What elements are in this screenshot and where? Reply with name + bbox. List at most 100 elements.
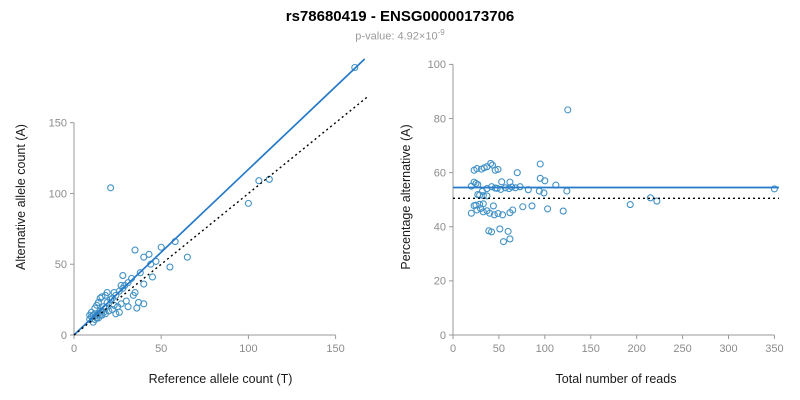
y-tick-label: 100 [428, 59, 446, 71]
y-tick-label: 100 [49, 188, 67, 200]
scatter-point [255, 176, 263, 184]
scatter-point [470, 166, 478, 174]
scatter-point [115, 308, 123, 316]
x-tick-label: 100 [239, 343, 257, 355]
scatter-point [499, 237, 508, 245]
scatter-point [157, 243, 165, 251]
scatter-point [497, 185, 505, 193]
scatter-point [129, 291, 137, 299]
scatter-point [486, 209, 494, 217]
scatter-point [134, 298, 143, 306]
x-tick-label: 0 [450, 343, 456, 355]
y-tick-label: 60 [434, 167, 446, 179]
scatter-point [496, 225, 504, 233]
y-tick-label: 0 [61, 329, 67, 341]
scatter-point [488, 228, 496, 236]
scatter-point [89, 311, 97, 319]
scatter-point [559, 207, 567, 215]
scatter-point [112, 309, 120, 317]
right-scatter-plot: 0 50 100 150 200 250 300 350 0 20 40 60 80 100 Total n… [399, 59, 784, 386]
scatter-point [133, 304, 141, 312]
scatter-point [483, 192, 491, 200]
scatter-point [479, 207, 487, 216]
x-tick-label: 350 [765, 343, 783, 355]
y-axis-title: Percentage alternative (A) [399, 124, 413, 269]
x-tick-label: 300 [719, 343, 737, 355]
scatter-point [472, 179, 480, 187]
scatter-point [124, 302, 132, 310]
scatter-point [544, 205, 552, 213]
x-tick-label: 100 [536, 343, 554, 355]
scatter-point [96, 294, 104, 302]
scatter-point [563, 187, 571, 195]
chart-header: rs78680419 - ENSG00000173706 p-value: 4.… [0, 0, 800, 43]
scatter-point [91, 315, 99, 323]
scatter-point [540, 189, 548, 197]
x-axis-title: Reference allele count (T) [149, 372, 293, 386]
x-tick-label: 150 [582, 343, 600, 355]
pvalue-text: p-value: 4.92×10 [355, 30, 438, 43]
y-tick-label: 0 [440, 329, 446, 341]
scatter-point [119, 271, 127, 279]
x-tick-label: 150 [326, 343, 344, 355]
scatter-point [136, 268, 144, 276]
scatter-point [351, 63, 359, 71]
y-tick-label: 20 [434, 275, 446, 287]
scatter-point [148, 273, 157, 281]
scatter-point [244, 199, 252, 207]
scatter-point [117, 281, 125, 289]
pvalue-exponent: -9 [437, 28, 445, 37]
scatter-point [483, 184, 491, 192]
scatter-point [536, 160, 544, 168]
scatter-point [152, 257, 160, 265]
scatter-point [536, 174, 544, 182]
scatter-point [103, 288, 111, 296]
x-tick-label: 250 [673, 343, 691, 355]
scatter-point [145, 250, 153, 258]
scatter-point [513, 168, 521, 176]
x-tick-label: 50 [155, 343, 167, 355]
scatter-point [100, 308, 108, 316]
x-tick-label: 200 [627, 343, 645, 355]
charts-container: 0 50 100 150 0 50 100 150 Reference allele count… [0, 45, 800, 397]
x-tick-label: 0 [71, 343, 77, 355]
pvalue-subtitle: p-value: 4.92×10-9 [0, 28, 800, 43]
scatter-point [94, 298, 102, 306]
scatter-point [506, 208, 514, 216]
scatter-point [626, 200, 634, 208]
x-axis-title: Total number of reads [556, 372, 677, 386]
scatter-point [108, 305, 116, 313]
scatter-point [107, 295, 115, 303]
scatter-point [506, 235, 514, 243]
scatter-point [490, 210, 498, 219]
left-scatter-plot: 0 50 100 150 0 50 100 150 Reference allele count… [14, 58, 368, 386]
scatter-point [110, 288, 118, 296]
scatter-point [494, 209, 502, 217]
scatter-point [489, 202, 497, 210]
scatter-point [140, 253, 148, 261]
scatter-point [183, 253, 191, 261]
trend-line [73, 58, 366, 336]
y-tick-label: 50 [55, 259, 67, 271]
y-tick-label: 150 [49, 117, 67, 129]
scatter-point [476, 200, 484, 208]
scatter-point [479, 199, 487, 207]
scatter-point [117, 299, 125, 308]
scatter-point [487, 159, 495, 167]
scatter-point [494, 165, 502, 173]
scatter-point [564, 105, 572, 114]
scatter-point [506, 178, 514, 186]
scatter-point [86, 311, 94, 319]
scatter-point [166, 263, 174, 271]
scatter-point [770, 184, 778, 193]
scatter-point [504, 227, 512, 235]
y-tick-label: 40 [434, 221, 446, 233]
y-tick-label: 80 [434, 113, 446, 125]
scatter-point [653, 197, 661, 205]
scatter-point [528, 202, 536, 210]
x-tick-label: 50 [493, 343, 505, 355]
scatter-point [519, 202, 527, 210]
scatter-point [140, 280, 148, 288]
y-axis-title: Alternative allele count (A) [14, 124, 28, 270]
scatter-point [98, 292, 106, 300]
